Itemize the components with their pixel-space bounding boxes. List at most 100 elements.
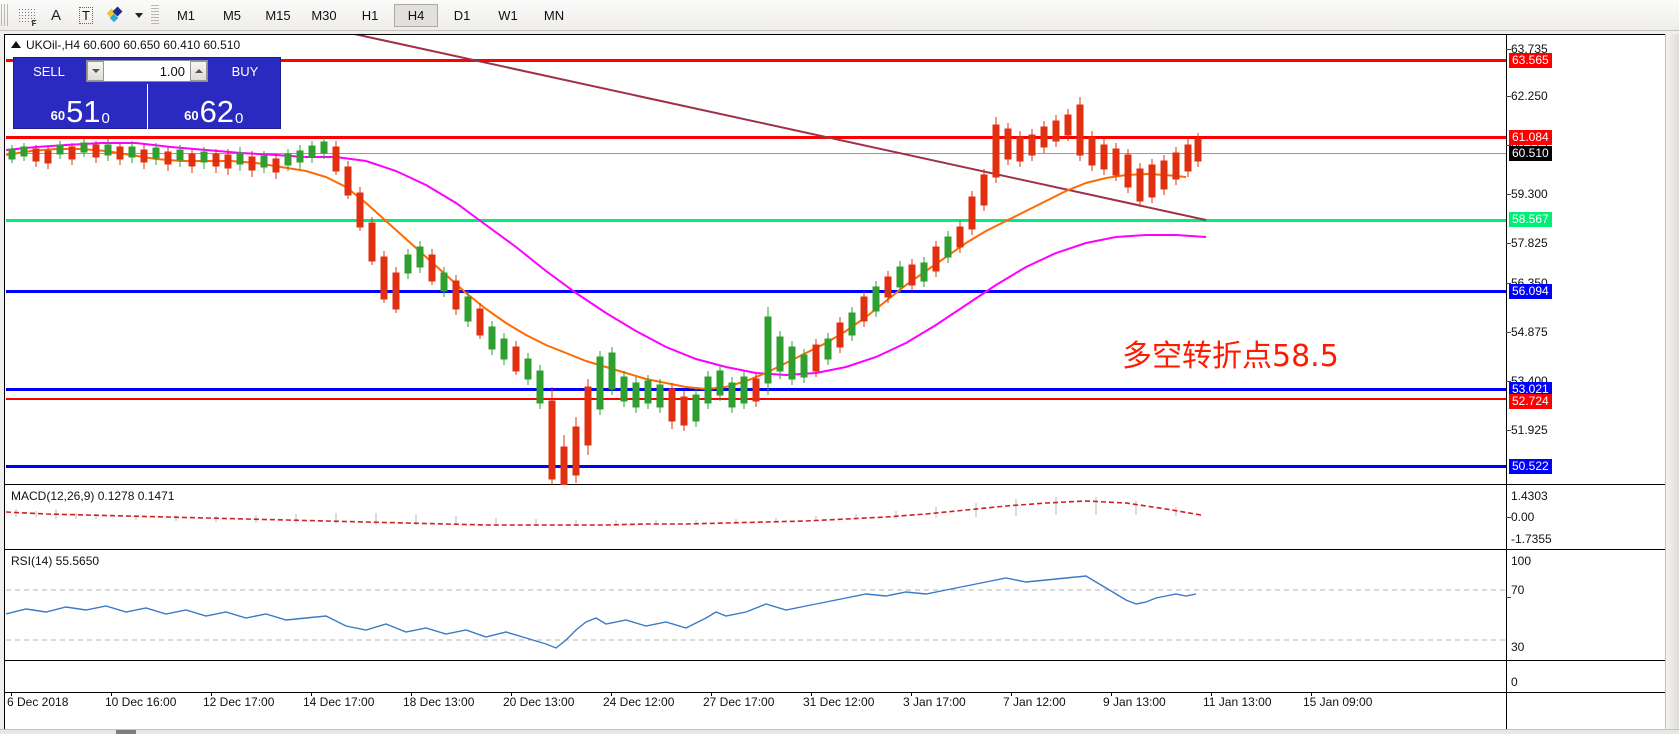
support-line-56094 (6, 290, 1506, 293)
candlestick-series (8, 97, 1202, 485)
timeframe-h4[interactable]: H4 (394, 3, 438, 27)
price-tick (1506, 96, 1511, 97)
time-label-8: 31 Dec 12:00 (803, 695, 875, 709)
time-tick (611, 692, 612, 696)
bid-price-main: 51 (66, 94, 101, 129)
time-label-10: 7 Jan 12:00 (1003, 695, 1066, 709)
time-label-5: 20 Dec 13:00 (503, 695, 575, 709)
macd-histogram (15, 497, 1177, 525)
price-badge-resistance-61084: 61.084 (1509, 130, 1552, 145)
price-tick (1506, 243, 1511, 244)
rsi-axis-label-30: 30 (1511, 640, 1525, 654)
price-badge-pivot-58567: 58.567 (1509, 212, 1552, 227)
price-tick (1506, 49, 1511, 50)
sell-button[interactable]: SELL (14, 59, 84, 83)
time-tick (311, 692, 312, 696)
time-tick (911, 692, 912, 696)
volume-decrement-button[interactable] (87, 61, 104, 81)
text-label-icon[interactable]: A (50, 6, 61, 24)
price-pane (5, 35, 1674, 485)
buy-button[interactable]: BUY (210, 59, 280, 83)
price-badge-resistance-63565: 63.565 (1509, 53, 1552, 68)
time-tick (111, 692, 112, 696)
ask-price-fraction: 0 (235, 110, 244, 127)
caret-up-icon (194, 69, 203, 73)
timeframe-h1[interactable]: H1 (361, 7, 379, 23)
price-tick-label-59300: 59.300 (1511, 187, 1548, 201)
price-badge-support-56094: 56.094 (1509, 284, 1552, 299)
time-label-0: 6 Dec 2018 (7, 695, 69, 709)
timeframe-mn[interactable]: MN (543, 7, 565, 23)
time-label-1: 10 Dec 16:00 (105, 695, 177, 709)
collapse-triangle-icon[interactable] (11, 41, 21, 48)
octp-price-row: 60 51 0 60 62 0 (14, 84, 280, 129)
time-label-11: 9 Jan 13:00 (1103, 695, 1166, 709)
price-badge-support-53021: 53.021 (1509, 382, 1552, 397)
time-label-7: 27 Dec 17:00 (703, 695, 775, 709)
time-label-3: 14 Dec 17:00 (303, 695, 375, 709)
text-object-icon[interactable]: T (71, 2, 101, 28)
chart-annotation-label: 多空转折点58.5 (1122, 339, 1339, 374)
price-tick (1506, 283, 1511, 284)
chart-toolbar: A T M1 M5 M15 M30 H1 H4 D1 W1 MN (0, 0, 1679, 31)
shapes-dropdown-caret-icon[interactable] (131, 2, 147, 28)
time-tick (511, 692, 512, 696)
price-badge-support-50522: 50.522 (1509, 459, 1552, 474)
caret-down-icon (91, 69, 100, 73)
price-tick-label-51925: 51.925 (1511, 423, 1548, 437)
volume-input[interactable]: 1.00 (159, 63, 185, 79)
timeframe-w1[interactable]: W1 (498, 7, 518, 23)
time-label-9: 3 Jan 17:00 (903, 695, 966, 709)
taskbar-item[interactable] (116, 730, 136, 734)
last-price-line (6, 153, 1506, 154)
macd-pane (5, 486, 1674, 550)
timeframe-m30[interactable]: M30 (311, 7, 337, 23)
bid-price-fraction: 0 (101, 110, 110, 127)
rsi-tick (1506, 597, 1511, 598)
time-label-12: 11 Jan 13:00 (1203, 695, 1272, 709)
time-axis-divider (5, 692, 1674, 693)
volume-stepper[interactable]: 1.00 (86, 60, 208, 82)
price-tick (1506, 381, 1511, 382)
octp-order-row: SELL 1.00 BUY (14, 58, 280, 84)
ask-price-prefix: 60 (184, 108, 199, 123)
ask-price[interactable]: 60 62 0 (146, 84, 281, 129)
symbol-quote-text: UKOil-,H4 60.600 60.650 60.410 60.510 (26, 38, 241, 52)
time-tick (11, 692, 12, 696)
resistance-line-63565 (6, 59, 1506, 62)
one-click-trading-panel[interactable]: SELL 1.00 BUY 60 51 0 60 62 0 (13, 57, 281, 129)
ma-slow-line (6, 142, 1207, 377)
chart-area[interactable]: UKOil-,H4 60.600 60.650 60.410 60.510 (4, 34, 1675, 730)
trend-line-descending (354, 35, 1207, 221)
price-tick-label-54875: 54.875 (1511, 325, 1548, 339)
price-tick (1506, 430, 1511, 431)
resistance-line-61084 (6, 136, 1506, 139)
time-tick (811, 692, 812, 696)
time-tick (1311, 692, 1312, 696)
time-label-13: 15 Jan 09:00 (1303, 695, 1373, 709)
vertical-scrollbar[interactable] (1665, 34, 1679, 730)
price-chart-canvas (6, 35, 1207, 485)
timeframe-m5[interactable]: M5 (222, 7, 242, 23)
time-label-2: 12 Dec 17:00 (203, 695, 275, 709)
time-tick (1211, 692, 1212, 696)
symbol-quote-header: UKOil-,H4 60.600 60.650 60.410 60.510 (11, 38, 240, 52)
timeframe-m15[interactable]: M15 (265, 7, 291, 23)
time-label-4: 18 Dec 13:00 (403, 695, 475, 709)
macd-header: MACD(12,26,9) 0.1278 0.1471 (11, 489, 175, 503)
price-tick (1506, 332, 1511, 333)
time-label-6: 24 Dec 12:00 (603, 695, 675, 709)
price-axis-divider (1506, 35, 1507, 729)
price-tick-label-63735: 63.735 (1511, 42, 1548, 56)
bid-price[interactable]: 60 51 0 (14, 84, 147, 129)
timeframe-d1[interactable]: D1 (453, 7, 471, 23)
shapes-icon[interactable] (101, 2, 131, 28)
toolbar-drag-handle[interactable] (1, 4, 9, 26)
timeframe-m1[interactable]: M1 (176, 7, 196, 23)
template-grid-icon[interactable] (11, 2, 41, 28)
rsi-axis-label-0: 0 (1511, 675, 1518, 689)
price-badge-last-60510: 60.510 (1509, 146, 1552, 161)
price-tick-label-57825: 57.825 (1511, 236, 1548, 250)
toolbar-separator (151, 5, 159, 25)
volume-increment-button[interactable] (190, 61, 207, 81)
